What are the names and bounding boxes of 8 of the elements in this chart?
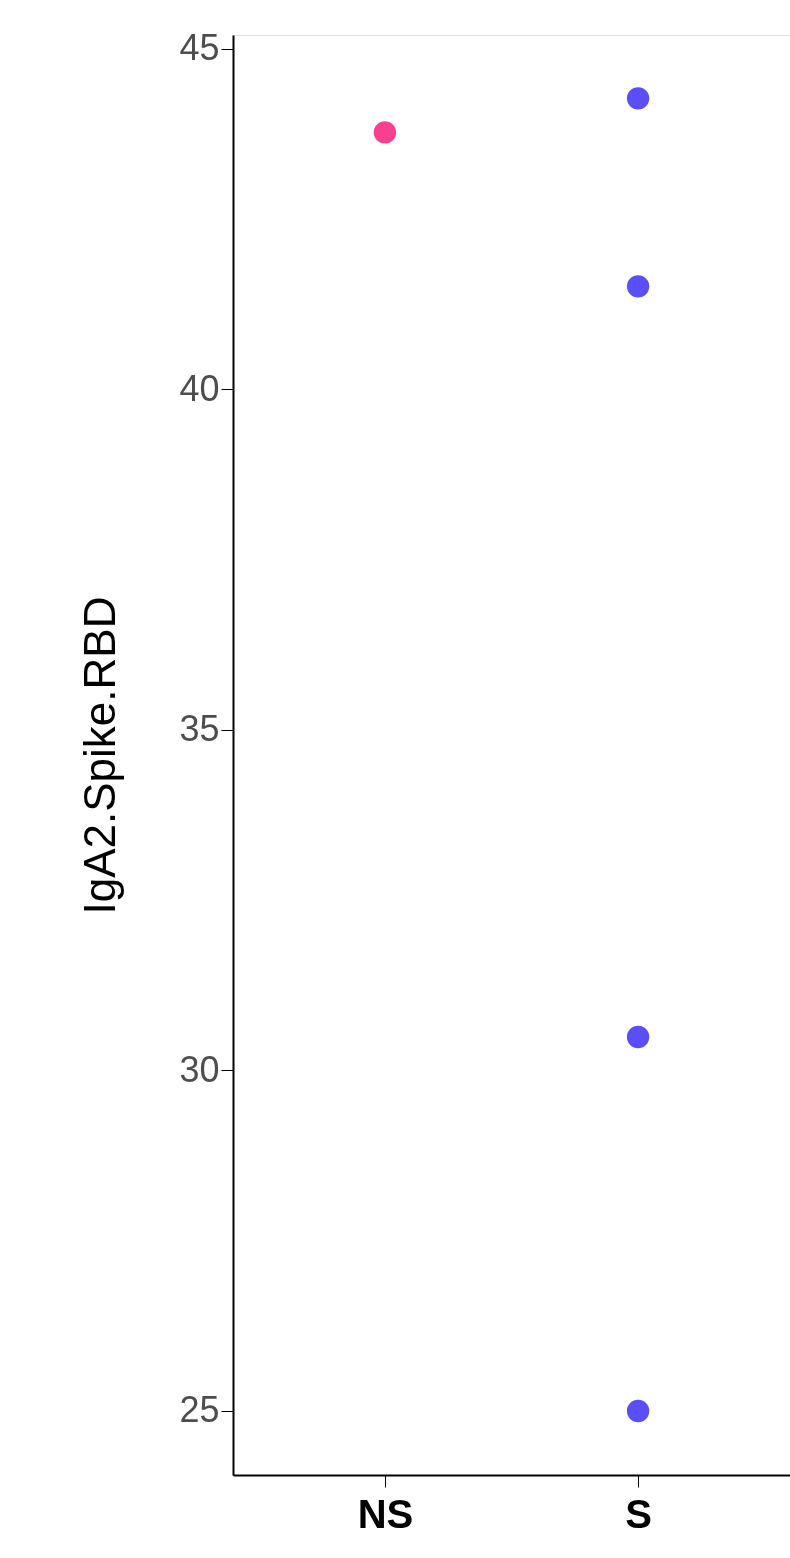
y-tick-label: 45 — [179, 27, 220, 69]
y-tick-label: 25 — [179, 1389, 220, 1431]
y-axis-title: IgA2.Spike.RBD — [75, 596, 125, 915]
x-tick-label: S — [625, 1491, 652, 1536]
y-tick-label: 40 — [179, 367, 220, 409]
y-tick-label: 35 — [179, 708, 220, 750]
x-tick-label: NS — [357, 1491, 414, 1536]
y-tick-label: 30 — [179, 1048, 220, 1090]
